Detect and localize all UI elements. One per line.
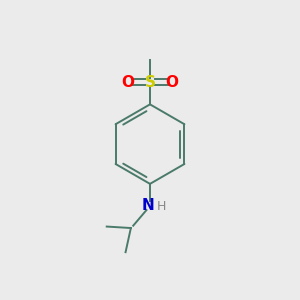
- Text: O: O: [122, 75, 134, 90]
- Text: N: N: [141, 198, 154, 213]
- Text: H: H: [157, 200, 166, 213]
- Text: O: O: [166, 75, 178, 90]
- Text: S: S: [145, 75, 155, 90]
